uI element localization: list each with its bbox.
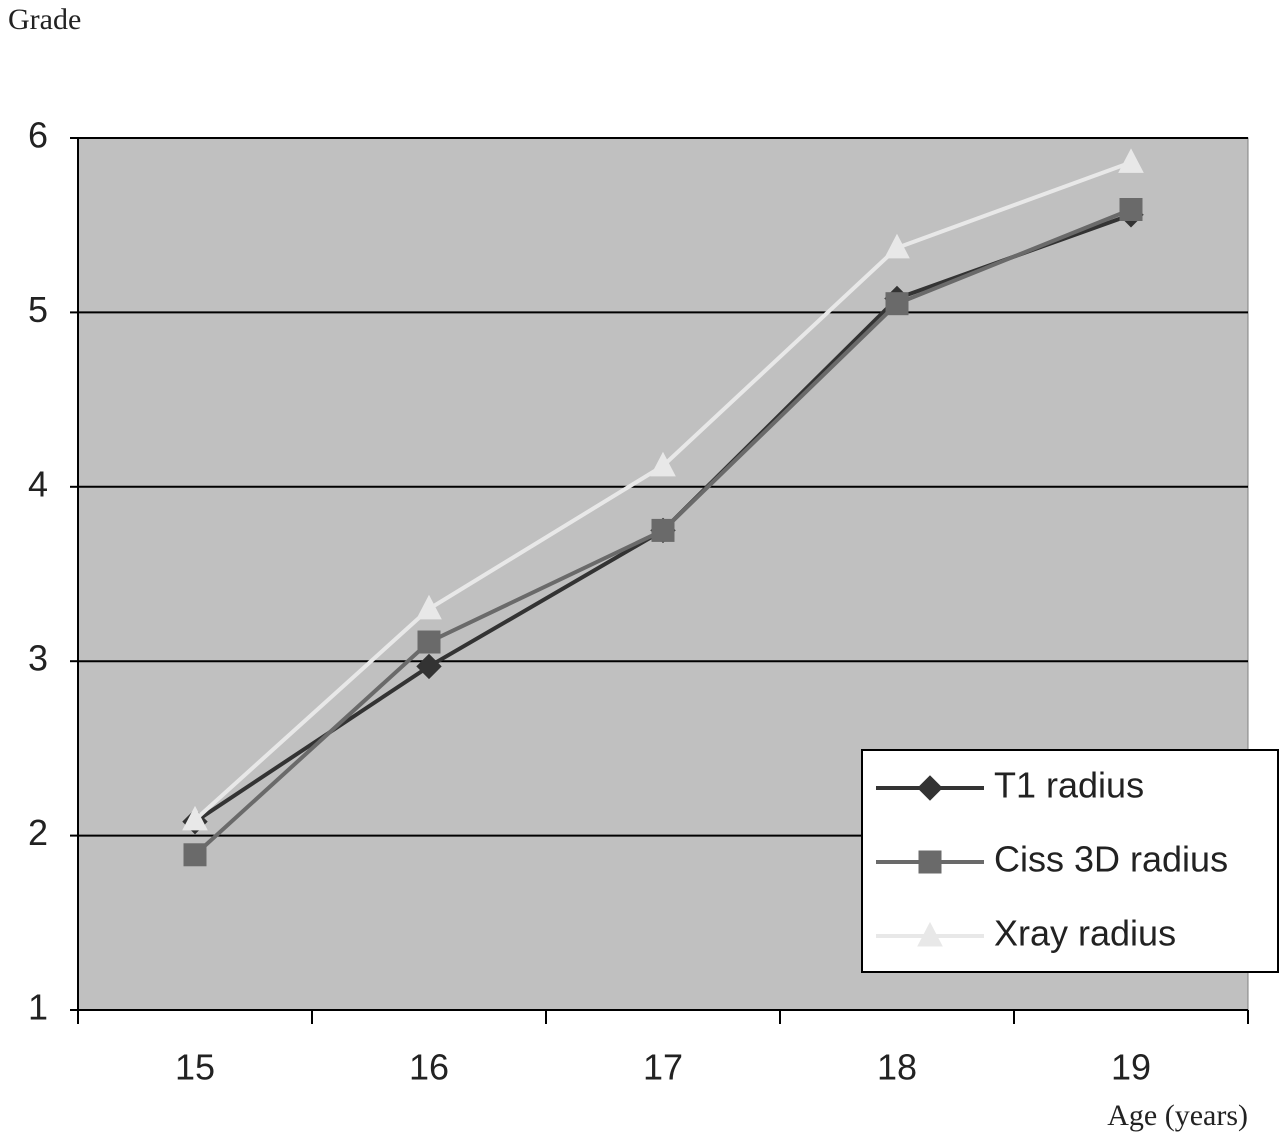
y-tick-label: 3 (28, 638, 48, 679)
marker-square (918, 850, 942, 874)
marker-triangle (1118, 148, 1144, 173)
marker-square (183, 843, 207, 867)
marker-square (1119, 198, 1143, 222)
marker-triangle (650, 451, 676, 477)
x-axis-label: Age (years) (1107, 1099, 1248, 1132)
y-tick-label: 5 (28, 289, 48, 330)
marker-diamond (917, 775, 943, 801)
marker-triangle (884, 233, 910, 259)
marker-diamond (416, 653, 442, 680)
y-tick-label: 4 (28, 463, 48, 504)
marker-square (651, 518, 675, 542)
x-tick-label: 15 (175, 1047, 215, 1088)
y-tick-label: 2 (28, 812, 48, 853)
y-axis-label: Grade (8, 3, 81, 36)
legend-label: T1 radius (994, 765, 1144, 806)
marker-triangle (182, 805, 208, 831)
x-tick-label: 17 (643, 1047, 683, 1088)
y-tick-label: 1 (28, 987, 48, 1028)
marker-square (885, 292, 909, 316)
x-tick-label: 18 (877, 1047, 917, 1088)
x-tick-label: 19 (1111, 1047, 1151, 1088)
legend-label: Xray radius (994, 913, 1176, 954)
marker-triangle (917, 921, 943, 947)
marker-square (417, 630, 441, 654)
x-tick-label: 16 (409, 1047, 449, 1088)
y-tick-label: 6 (28, 115, 48, 156)
legend-label: Ciss 3D radius (994, 839, 1228, 880)
marker-triangle (416, 594, 442, 620)
